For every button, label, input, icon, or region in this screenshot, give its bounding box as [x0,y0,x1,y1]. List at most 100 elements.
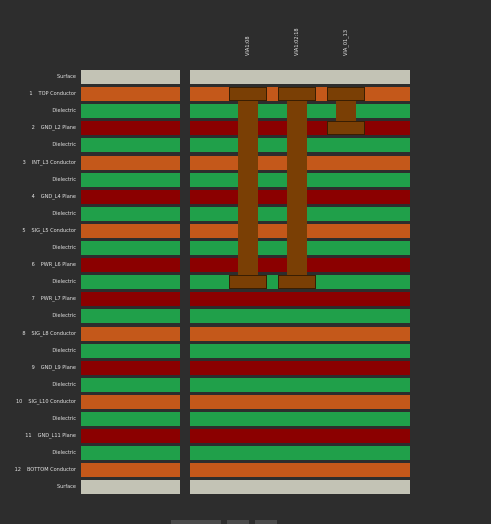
layer-swatch[interactable] [81,206,180,221]
layer-name: PWR_L7 Plane [40,296,76,303]
layer-label: 2 GND_L2 Plane [0,125,76,131]
layer-label: 12 BOTTOM Conductor [0,467,76,473]
via-pad[interactable] [278,87,316,102]
layer-label: Surface [0,484,76,490]
layer-swatch[interactable] [81,223,180,238]
layer-name: Dielectric [52,108,76,115]
layer-label: Dielectric [0,211,76,217]
layer-name: Surface [56,484,76,491]
layer-swatch[interactable] [81,360,180,375]
via-name-label: VIA_01_13 [343,29,349,56]
layer-name: SIG_L10 Conductor [28,398,76,405]
layer-band[interactable] [190,429,410,444]
layer-label: Dielectric [0,142,76,148]
layer-name: INT_L3 Conductor [31,159,76,166]
layer-label: Dielectric [0,108,76,114]
scroll-tab-2[interactable] [227,520,249,524]
layer-swatch[interactable] [81,292,180,307]
layer-swatch[interactable] [81,326,180,341]
layer-label: Dielectric [0,279,76,285]
layer-number: 9 [31,364,35,371]
via-barrel[interactable] [287,87,307,290]
layer-name: SIG_L8 Conductor [31,330,76,337]
via-pad[interactable] [327,87,365,102]
layer-name: Dielectric [52,450,76,457]
layer-band[interactable] [190,412,410,426]
layer-label: 11 GND_L11 Plane [0,433,76,439]
via-barrel[interactable] [238,87,258,290]
layer-number: 8 [22,330,26,337]
layer-swatch[interactable] [81,241,180,255]
layer-swatch[interactable] [81,309,180,324]
layer-swatch[interactable] [81,189,180,204]
layer-swatch[interactable] [81,377,180,392]
layer-band[interactable] [190,480,410,495]
layer-swatch[interactable] [81,87,180,102]
layer-label: 6 PWR_L6 Plane [0,262,76,268]
layer-swatch[interactable] [81,70,180,84]
layer-label: Dielectric [0,177,76,183]
layer-name: GND_L2 Plane [40,125,76,132]
layer-swatch[interactable] [81,275,180,290]
layer-swatch[interactable] [81,343,180,358]
scroll-tab-1[interactable] [171,520,221,524]
layer-number: 4 [31,193,35,200]
layer-number: 3 [22,159,26,166]
layer-swatch[interactable] [81,104,180,119]
layer-band[interactable] [190,292,410,307]
layer-label: 9 GND_L9 Plane [0,365,76,371]
layer-band[interactable] [190,446,410,461]
layer-swatch[interactable] [81,463,180,478]
layer-band[interactable] [190,70,410,84]
via-pad[interactable] [278,275,316,290]
layer-number: 6 [31,262,35,269]
layer-label: Dielectric [0,313,76,319]
layer-swatch[interactable] [81,429,180,444]
layer-label: Dielectric [0,348,76,354]
layer-label: Surface [0,74,76,80]
layer-number: 11 [25,433,32,440]
layer-number: 10 [15,398,23,405]
layer-name: Dielectric [52,381,76,388]
layer-name: Dielectric [52,313,76,320]
layer-name: Dielectric [52,176,76,183]
layer-number: 5 [22,227,26,234]
layer-band[interactable] [190,309,410,324]
layer-swatch[interactable] [81,138,180,153]
layer-number: 7 [31,296,35,303]
layer-band[interactable] [190,377,410,392]
layer-swatch[interactable] [81,172,180,187]
layer-swatch[interactable] [81,155,180,170]
scroll-tab-3[interactable] [255,520,277,524]
layer-band[interactable] [190,326,410,341]
layer-name: Dielectric [52,279,76,286]
layer-band[interactable] [190,343,410,358]
layer-label: 7 PWR_L7 Plane [0,296,76,302]
layer-band[interactable] [190,463,410,478]
layer-swatch[interactable] [81,412,180,426]
layer-swatch[interactable] [81,446,180,461]
layer-name: Dielectric [52,347,76,354]
layer-name: GND_L4 Plane [40,193,76,200]
layer-name: Dielectric [52,142,76,149]
layer-band[interactable] [190,394,410,409]
layer-swatch[interactable] [81,480,180,495]
via-pad[interactable] [229,87,267,102]
layer-swatch[interactable] [81,258,180,273]
layer-label: 3 INT_L3 Conductor [0,160,76,166]
layer-swatch[interactable] [81,394,180,409]
layer-label: 1 TOP Conductor [0,91,76,97]
via-pad[interactable] [229,275,267,290]
via-name-label: VIA1:02:18 [294,28,300,56]
layer-label: Dielectric [0,416,76,422]
layer-band[interactable] [190,360,410,375]
layer-name: SIG_L5 Conductor [31,227,76,234]
layer-label: 8 SIG_L8 Conductor [0,331,76,337]
layer-name: Surface [56,74,76,80]
layer-name: Dielectric [52,210,76,217]
layer-label: Dielectric [0,450,76,456]
layer-swatch[interactable] [81,121,180,136]
via-pad[interactable] [327,121,365,136]
layer-number: 2 [31,125,35,132]
